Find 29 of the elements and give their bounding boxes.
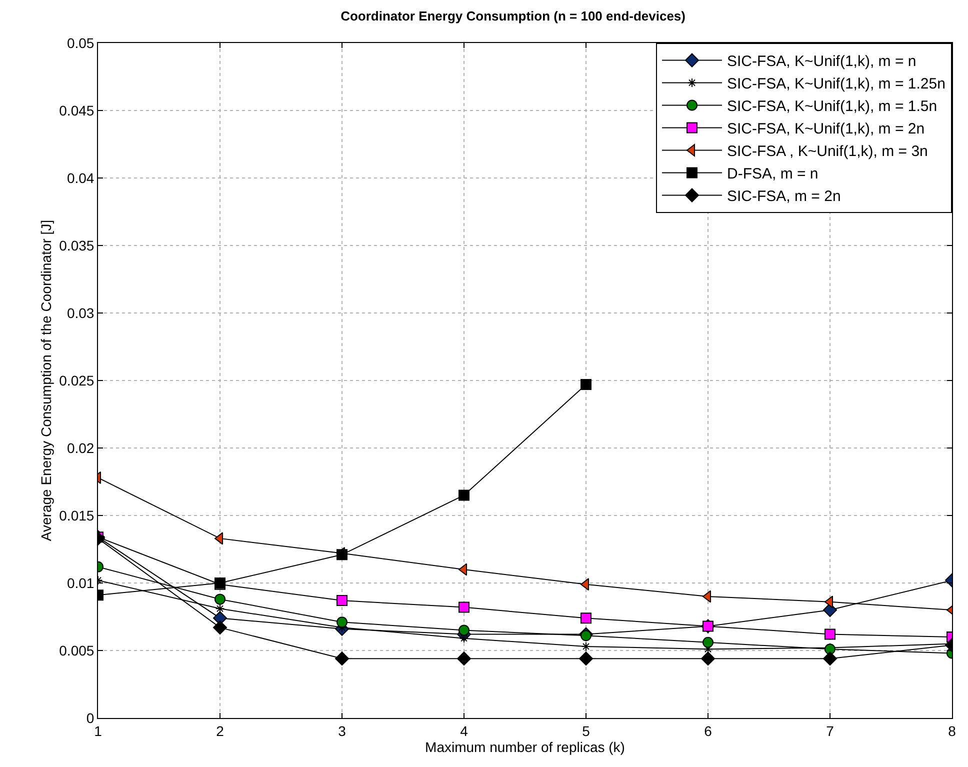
legend-label: SIC-FSA, K~Unif(1,k), m = 1.5n <box>727 98 938 116</box>
x-tick-label: 4 <box>460 722 468 739</box>
x-tick-label: 7 <box>826 722 834 739</box>
y-tick-label: 0.04 <box>66 170 94 186</box>
y-tick-label: 0.01 <box>66 574 94 591</box>
y-tick-label: 0.045 <box>59 102 94 118</box>
legend-label: SIC-FSA, K~Unif(1,k), m = 1.25n <box>727 76 946 93</box>
legend-label: SIC-FSA, K~Unif(1,k), m = 2n <box>727 120 925 138</box>
x-tick-label: 6 <box>704 722 712 739</box>
y-tick-label: 0.025 <box>59 372 94 388</box>
chart-title: Coordinator Energy Consumption (n = 100 end-devices) <box>340 8 686 24</box>
y-tick-label: 0.035 <box>59 237 94 254</box>
y-axis-title: Average Energy Consumption of the Coordinator [J] <box>38 220 54 542</box>
legend-label: SIC-FSA , K~Unif(1,k), m = 3n <box>727 143 928 160</box>
legend-label: D-FSA, m = n <box>727 166 818 183</box>
x-tick-label: 1 <box>94 722 102 739</box>
legend-label: SIC-FSA, K~Unif(1,k), m = n <box>727 53 916 70</box>
x-tick-label: 8 <box>948 722 956 739</box>
x-tick-label: 5 <box>582 722 590 739</box>
y-tick-label: 0 <box>86 710 94 726</box>
y-tick-label: 0.015 <box>59 507 94 524</box>
x-axis-title: Maximum number of replicas (k) <box>425 738 625 755</box>
x-tick-label: 2 <box>216 722 224 739</box>
x-tick-label: 3 <box>338 722 346 739</box>
y-tick-label: 0.05 <box>66 34 94 51</box>
y-tick-label: 0.005 <box>59 642 94 658</box>
y-tick-label: 0.02 <box>66 440 94 456</box>
legend-label: SIC-FSA, m = 2n <box>727 188 841 206</box>
y-tick-label: 0.03 <box>66 304 94 321</box>
